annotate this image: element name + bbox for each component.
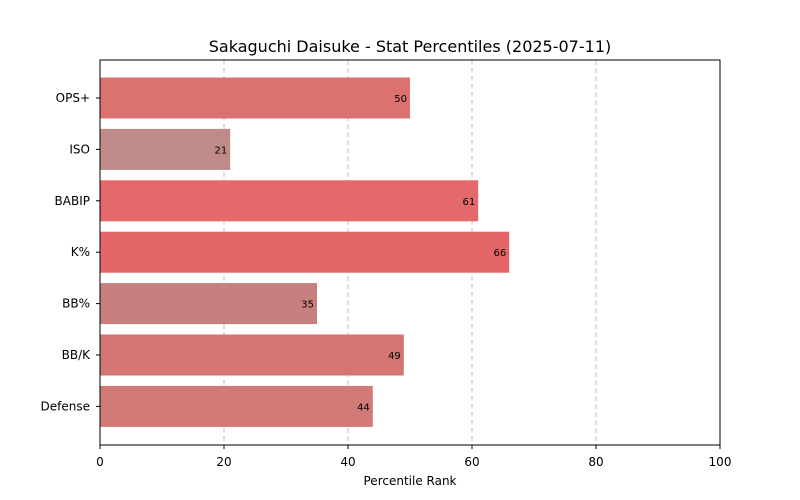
value-label-4: 35 xyxy=(301,300,314,311)
y-tick-label-2: BABIP xyxy=(55,194,90,208)
value-label-6: 44 xyxy=(357,402,370,413)
bar-5 xyxy=(100,334,404,376)
y-tick-label-6: Defense xyxy=(41,399,90,413)
x-tick-label-40: 40 xyxy=(340,455,355,469)
bar-3 xyxy=(100,231,510,273)
value-label-2: 61 xyxy=(462,197,475,208)
x-axis: 0 20 40 60 80 100 xyxy=(96,445,731,469)
bars-layer: 50 21 61 66 35 49 44 xyxy=(100,77,510,427)
bar-1 xyxy=(100,128,231,170)
bar-2 xyxy=(100,180,479,222)
bar-0 xyxy=(100,77,410,119)
x-tick-label-60: 60 xyxy=(464,455,479,469)
x-tick-label-20: 20 xyxy=(216,455,231,469)
chart-title: Sakaguchi Daisuke - Stat Percentiles (20… xyxy=(209,37,611,56)
y-tick-label-1: ISO xyxy=(69,142,90,156)
x-tick-label-100: 100 xyxy=(709,455,732,469)
x-tick-label-80: 80 xyxy=(588,455,603,469)
y-tick-label-3: K% xyxy=(71,245,90,259)
y-axis: OPS+ ISO BABIP K% BB% BB/K Defense xyxy=(41,91,100,413)
y-tick-label-4: BB% xyxy=(62,297,90,311)
value-label-5: 49 xyxy=(388,351,401,362)
y-tick-label-5: BB/K xyxy=(62,348,92,362)
bar-6 xyxy=(100,385,373,427)
bar-4 xyxy=(100,283,317,325)
value-label-3: 66 xyxy=(493,248,506,259)
x-tick-label-0: 0 xyxy=(96,455,104,469)
y-tick-label-0: OPS+ xyxy=(56,91,90,105)
value-label-1: 21 xyxy=(214,145,227,156)
value-label-0: 50 xyxy=(394,94,407,105)
x-axis-label: Percentile Rank xyxy=(364,474,457,488)
